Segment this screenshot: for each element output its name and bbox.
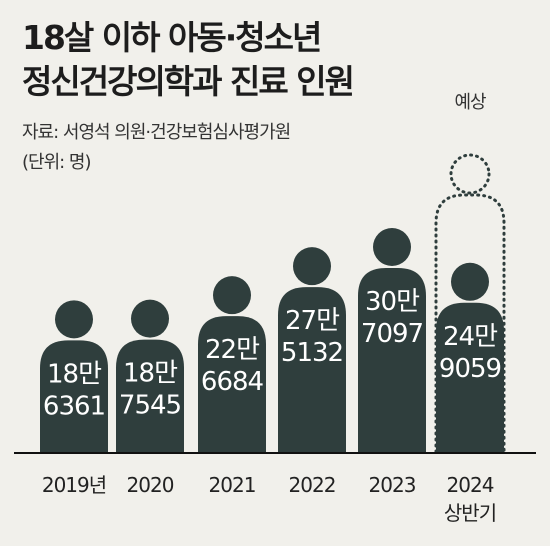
data-label-2020-2: 7545 <box>119 391 181 421</box>
chart-title: 18살 이하 아동·청소년 정신건강의학과 진료 인원 <box>22 16 355 104</box>
category-label-2023: 2023 <box>369 473 416 497</box>
category-label-2019년: 2019년 <box>42 473 106 497</box>
bar-2021 <box>198 316 266 452</box>
unit-text: (단위: 명) <box>22 152 92 173</box>
category-label-2022: 2022 <box>289 473 336 497</box>
data-label-2022-2: 5132 <box>281 338 343 368</box>
data-label-2022-1: 27만 <box>285 306 339 336</box>
category-sublabel-2024: 상반기 <box>444 501 496 525</box>
data-label-2019년-2: 6361 <box>43 391 105 421</box>
data-label-2020-1: 18만 <box>123 359 177 389</box>
bar-2024 <box>436 302 504 452</box>
projection-head-outline <box>449 153 491 195</box>
bar-head-2024 <box>451 262 489 301</box>
bar-head-2020 <box>131 299 169 338</box>
data-label-2023-1: 30만 <box>365 287 419 317</box>
source-note: 자료: 서영석 의원·건강보험심사평가원 (단위: 명) <box>22 118 291 178</box>
data-label-2021-2: 6684 <box>201 367 264 397</box>
bar-head-2019년 <box>55 300 93 339</box>
bar-2022 <box>278 287 346 452</box>
category-label-2024: 2024 <box>447 473 494 497</box>
chart-title-line-1: 18살 이하 아동·청소년 <box>22 18 322 57</box>
bar-head-2022 <box>293 247 331 286</box>
data-label-2019년-1: 18만 <box>47 359 101 389</box>
data-label-2023-2: 7097 <box>361 319 423 349</box>
chart-title-line-2: 정신건강의학과 진료 인원 <box>22 62 355 101</box>
bar-2019년 <box>40 340 108 452</box>
category-label-2021: 2021 <box>209 473 256 497</box>
bar-head-2023 <box>373 228 411 266</box>
projection-label: 예상 <box>454 92 486 113</box>
category-label-2020: 2020 <box>127 473 174 497</box>
data-label-2021-1: 22만 <box>205 335 259 365</box>
data-label-2024-1: 24만 <box>443 322 497 352</box>
bar-2023 <box>358 268 426 452</box>
bar-2020 <box>116 339 184 452</box>
data-label-2024-2: 9059 <box>439 354 501 384</box>
bar-head-2021 <box>213 276 251 315</box>
source-text: 자료: 서영석 의원·건강보험심사평가원 <box>22 122 291 143</box>
projection-body-outline <box>434 193 506 454</box>
